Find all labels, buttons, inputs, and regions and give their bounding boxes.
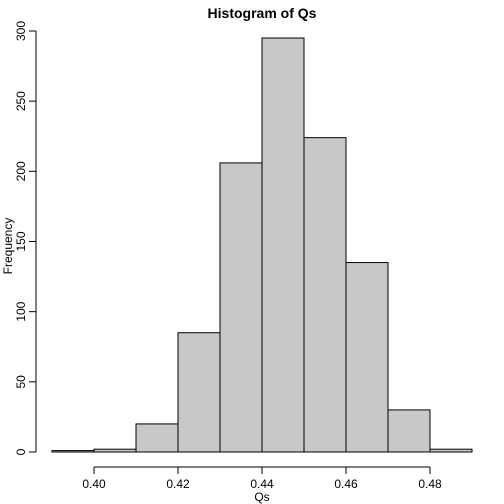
chart-title: Histogram of Qs (208, 5, 317, 21)
y-axis: 0 50 100 150 200 250 300 (14, 21, 37, 455)
histogram-bar (303, 137, 347, 453)
x-tick-label: 0.40 (82, 477, 106, 491)
histogram-bar (261, 37, 305, 453)
y-tick-label: 300 (14, 21, 28, 41)
y-tick-label: 150 (14, 231, 28, 251)
histogram-bar (93, 448, 137, 453)
x-axis-label: Qs (254, 490, 269, 504)
histogram-bar (219, 162, 263, 453)
histogram-bar (51, 450, 95, 453)
bars-group (51, 37, 473, 453)
y-tick-label: 250 (14, 91, 28, 111)
y-tick-label: 100 (14, 301, 28, 321)
histogram-bar (387, 409, 431, 453)
x-tick-label: 0.46 (334, 477, 358, 491)
histogram-bar (429, 448, 473, 453)
y-tick-label: 0 (14, 448, 28, 455)
y-tick-label: 50 (14, 375, 28, 389)
x-tick-label: 0.42 (166, 477, 190, 491)
x-tick-label: 0.44 (250, 477, 274, 491)
y-axis-label: Frequency (1, 218, 15, 275)
x-axis: 0.40 0.42 0.44 0.46 0.48 (82, 466, 442, 491)
histogram-bar (345, 262, 389, 453)
histogram-bar (177, 332, 221, 453)
histogram-bar (135, 423, 179, 453)
y-tick-label: 200 (14, 161, 28, 181)
x-tick-label: 0.48 (418, 477, 442, 491)
